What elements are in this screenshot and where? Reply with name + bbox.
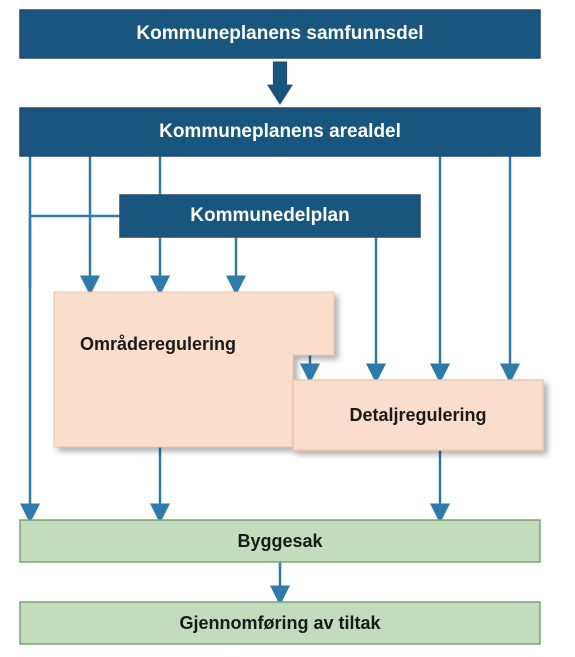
- flowchart-canvas: Kommuneplanens samfunnsdel Kommuneplanens…: [0, 0, 575, 657]
- node-label-n3: Kommunedelplan: [120, 195, 420, 237]
- node-text-n5: Detaljregulering: [349, 405, 486, 426]
- node-label-n2: Kommuneplanens arealdel: [20, 108, 540, 156]
- block-arrow-icon: [268, 62, 292, 104]
- node-label-n6: Byggesak: [20, 520, 540, 562]
- node-n4: [54, 292, 334, 447]
- node-label-n1: Kommuneplanens samfunnsdel: [20, 10, 540, 58]
- node-label-n5: Detaljregulering: [293, 380, 543, 450]
- node-text-n7: Gjennomføring av tiltak: [179, 613, 380, 634]
- node-text-n3: Kommunedelplan: [190, 205, 349, 227]
- node-text-n4: Områderegulering: [80, 334, 236, 355]
- node-label-n7: Gjennomføring av tiltak: [20, 602, 540, 644]
- node-text-n6: Byggesak: [237, 531, 322, 552]
- node-text-n1: Kommuneplanens samfunnsdel: [136, 23, 423, 45]
- node-text-n2: Kommuneplanens arealdel: [159, 121, 401, 143]
- node-label-n4: Områderegulering: [80, 332, 320, 356]
